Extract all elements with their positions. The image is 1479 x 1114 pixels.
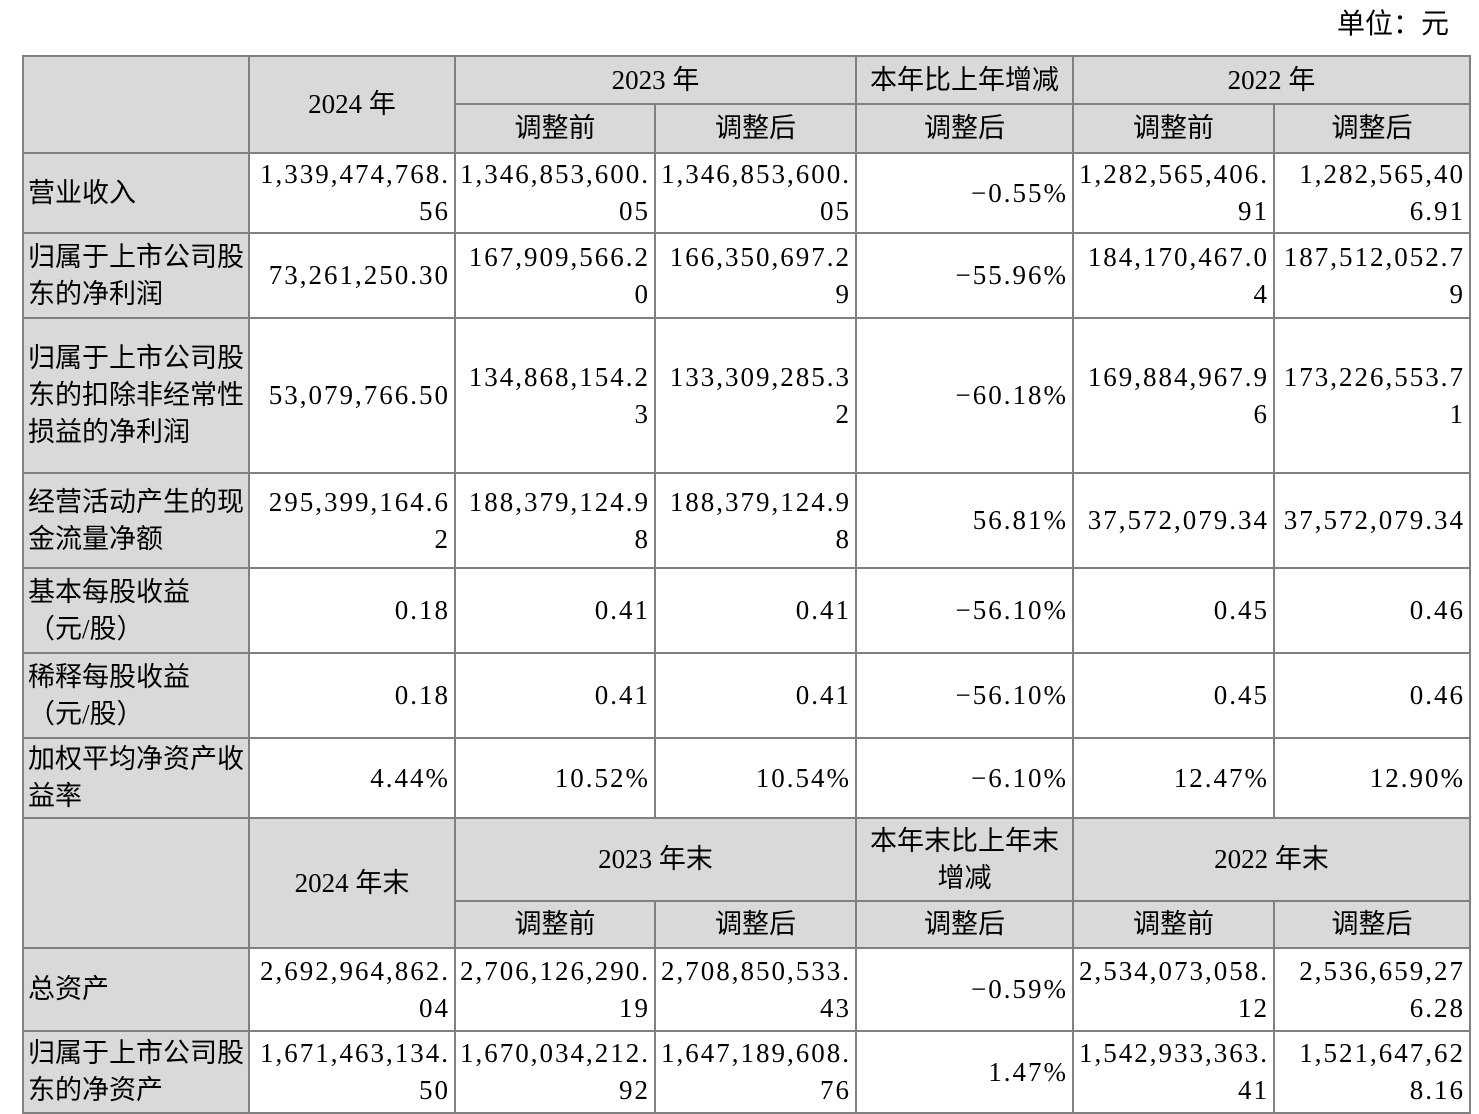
- header-2023-end-before: 调整前: [454, 900, 656, 949]
- row-label: 经营活动产生的现金流量净额: [22, 472, 250, 569]
- cell-2022-before: 1,282,565,406.91: [1072, 152, 1275, 234]
- cell-2024: 2,692,964,862.04: [248, 947, 456, 1032]
- row-net-profit-attributable: 归属于上市公司股东的净利润 73,261,250.30 167,909,566.…: [22, 232, 1471, 319]
- cell-2024: 0.18: [248, 652, 456, 739]
- cell-2023-before: 134,868,154.23: [454, 317, 656, 474]
- cell-2022-after: 0.46: [1273, 567, 1471, 654]
- header-2022-end-before: 调整前: [1072, 900, 1275, 949]
- header-2023: 2023 年: [454, 55, 857, 105]
- cell-2023-before: 0.41: [454, 652, 656, 739]
- cell-change: −0.59%: [855, 947, 1074, 1032]
- row-total-assets: 总资产 2,692,964,862.04 2,706,126,290.19 2,…: [22, 947, 1471, 1032]
- row-label: 归属于上市公司股东的净利润: [22, 232, 250, 319]
- cell-2023-after: 166,350,697.29: [654, 232, 857, 319]
- header-2022-end: 2022 年末: [1072, 817, 1471, 902]
- cell-2022-after: 1,282,565,406.91: [1273, 152, 1471, 234]
- header-row-yearend-adjust: 调整前 调整后 调整后 调整前 调整后: [23, 900, 1471, 949]
- row-weighted-avg-roe: 加权平均净资产收益率 4.44% 10.52% 10.54% −6.10% 12…: [22, 737, 1471, 819]
- cell-change: −6.10%: [855, 737, 1074, 819]
- header-2023-after: 调整后: [654, 103, 857, 154]
- unit-label: 单位：元: [1336, 9, 1449, 40]
- corner-cell: [22, 55, 250, 154]
- cell-2023-before: 10.52%: [454, 737, 656, 819]
- cell-2022-before: 12.47%: [1072, 737, 1275, 819]
- header-yoy-change: 本年比上年增减: [855, 55, 1074, 105]
- row-label: 加权平均净资产收益率: [22, 737, 250, 819]
- cell-2022-after: 187,512,052.79: [1273, 232, 1471, 319]
- header-row-adjust: 调整前 调整后 调整后 调整前 调整后: [23, 103, 1471, 154]
- cell-change: −0.55%: [855, 152, 1074, 234]
- cell-2022-before: 37,572,079.34: [1072, 472, 1275, 569]
- cell-2022-before: 2,534,073,058.12: [1072, 947, 1275, 1032]
- header-2023-end-after: 调整后: [654, 900, 857, 949]
- cell-2024: 73,261,250.30: [248, 232, 456, 319]
- cell-change: −60.18%: [855, 317, 1074, 474]
- cell-2024: 1,339,474,768.56: [248, 152, 456, 234]
- cell-change: −56.10%: [855, 567, 1074, 654]
- key-financials-table: 2024 年 2023 年 本年比上年增减 2022 年 调整前 调整后 调整后…: [22, 55, 1471, 1114]
- cell-2022-after: 37,572,079.34: [1273, 472, 1471, 569]
- row-label: 归属于上市公司股东的净资产: [22, 1030, 250, 1114]
- cell-2023-after: 133,309,285.32: [654, 317, 857, 474]
- header-yearend-change-after: 调整后: [855, 900, 1074, 949]
- row-diluted-eps: 稀释每股收益（元/股） 0.18 0.41 0.41 −56.10% 0.45 …: [22, 652, 1471, 739]
- cell-2023-after: 0.41: [654, 652, 857, 739]
- cell-2022-before: 184,170,467.04: [1072, 232, 1275, 319]
- header-2022: 2022 年: [1072, 55, 1471, 105]
- corner-cell: [22, 817, 250, 949]
- cell-2022-after: 12.90%: [1273, 737, 1471, 819]
- cell-2023-after: 188,379,124.98: [654, 472, 857, 569]
- cell-2023-after: 1,346,853,600.05: [654, 152, 857, 234]
- cell-2023-after: 10.54%: [654, 737, 857, 819]
- cell-2022-before: 169,884,967.96: [1072, 317, 1275, 474]
- row-operating-cash-flow: 经营活动产生的现金流量净额 295,399,164.62 188,379,124…: [22, 472, 1471, 569]
- cell-2023-before: 1,670,034,212.92: [454, 1030, 656, 1114]
- cell-2022-before: 0.45: [1072, 652, 1275, 739]
- cell-2022-before: 1,542,933,363.41: [1072, 1030, 1275, 1114]
- cell-2023-after: 0.41: [654, 567, 857, 654]
- cell-2023-before: 1,346,853,600.05: [454, 152, 656, 234]
- cell-2022-after: 173,226,553.71: [1273, 317, 1471, 474]
- cell-2023-after: 2,708,850,533.43: [654, 947, 857, 1032]
- header-row-yearend: 2024 年末 2023 年末 本年末比上年末增减 2022 年末: [22, 817, 1471, 949]
- header-2022-end-after: 调整后: [1273, 900, 1471, 949]
- cell-change: −56.10%: [855, 652, 1074, 739]
- header-yearend-change: 本年末比上年末增减: [855, 817, 1074, 902]
- cell-2024: 0.18: [248, 567, 456, 654]
- row-net-profit-excl-nonrecurring: 归属于上市公司股东的扣除非经常性损益的净利润 53,079,766.50 134…: [22, 317, 1471, 474]
- header-2023-end: 2023 年末: [454, 817, 857, 902]
- row-net-assets-attributable: 归属于上市公司股东的净资产 1,671,463,134.50 1,670,034…: [22, 1030, 1471, 1114]
- cell-2022-after: 1,521,647,628.16: [1273, 1030, 1471, 1114]
- cell-change: 56.81%: [855, 472, 1074, 569]
- row-label: 营业收入: [22, 152, 250, 234]
- cell-2023-before: 0.41: [454, 567, 656, 654]
- header-2022-before: 调整前: [1072, 103, 1275, 154]
- header-2022-after: 调整后: [1273, 103, 1471, 154]
- header-row-years: 2024 年 2023 年 本年比上年增减 2022 年: [22, 55, 1471, 154]
- row-label: 总资产: [22, 947, 250, 1032]
- cell-2023-after: 1,647,189,608.76: [654, 1030, 857, 1114]
- header-2023-before: 调整前: [454, 103, 656, 154]
- cell-2024: 1,671,463,134.50: [248, 1030, 456, 1114]
- header-2024: 2024 年: [248, 55, 456, 154]
- cell-2022-after: 2,536,659,276.28: [1273, 947, 1471, 1032]
- row-operating-revenue: 营业收入 1,339,474,768.56 1,346,853,600.05 1…: [22, 152, 1471, 234]
- cell-change: 1.47%: [855, 1030, 1074, 1114]
- cell-2023-before: 188,379,124.98: [454, 472, 656, 569]
- cell-change: −55.96%: [855, 232, 1074, 319]
- cell-2023-before: 2,706,126,290.19: [454, 947, 656, 1032]
- cell-2024: 4.44%: [248, 737, 456, 819]
- cell-2024: 53,079,766.50: [248, 317, 456, 474]
- cell-2023-before: 167,909,566.20: [454, 232, 656, 319]
- header-2024-end: 2024 年末: [248, 817, 456, 949]
- row-label: 稀释每股收益（元/股）: [22, 652, 250, 739]
- row-label: 归属于上市公司股东的扣除非经常性损益的净利润: [22, 317, 250, 474]
- cell-2022-after: 0.46: [1273, 652, 1471, 739]
- cell-2022-before: 0.45: [1072, 567, 1275, 654]
- row-basic-eps: 基本每股收益（元/股） 0.18 0.41 0.41 −56.10% 0.45 …: [22, 567, 1471, 654]
- cell-2024: 295,399,164.62: [248, 472, 456, 569]
- row-label: 基本每股收益（元/股）: [22, 567, 250, 654]
- header-change-after: 调整后: [855, 103, 1074, 154]
